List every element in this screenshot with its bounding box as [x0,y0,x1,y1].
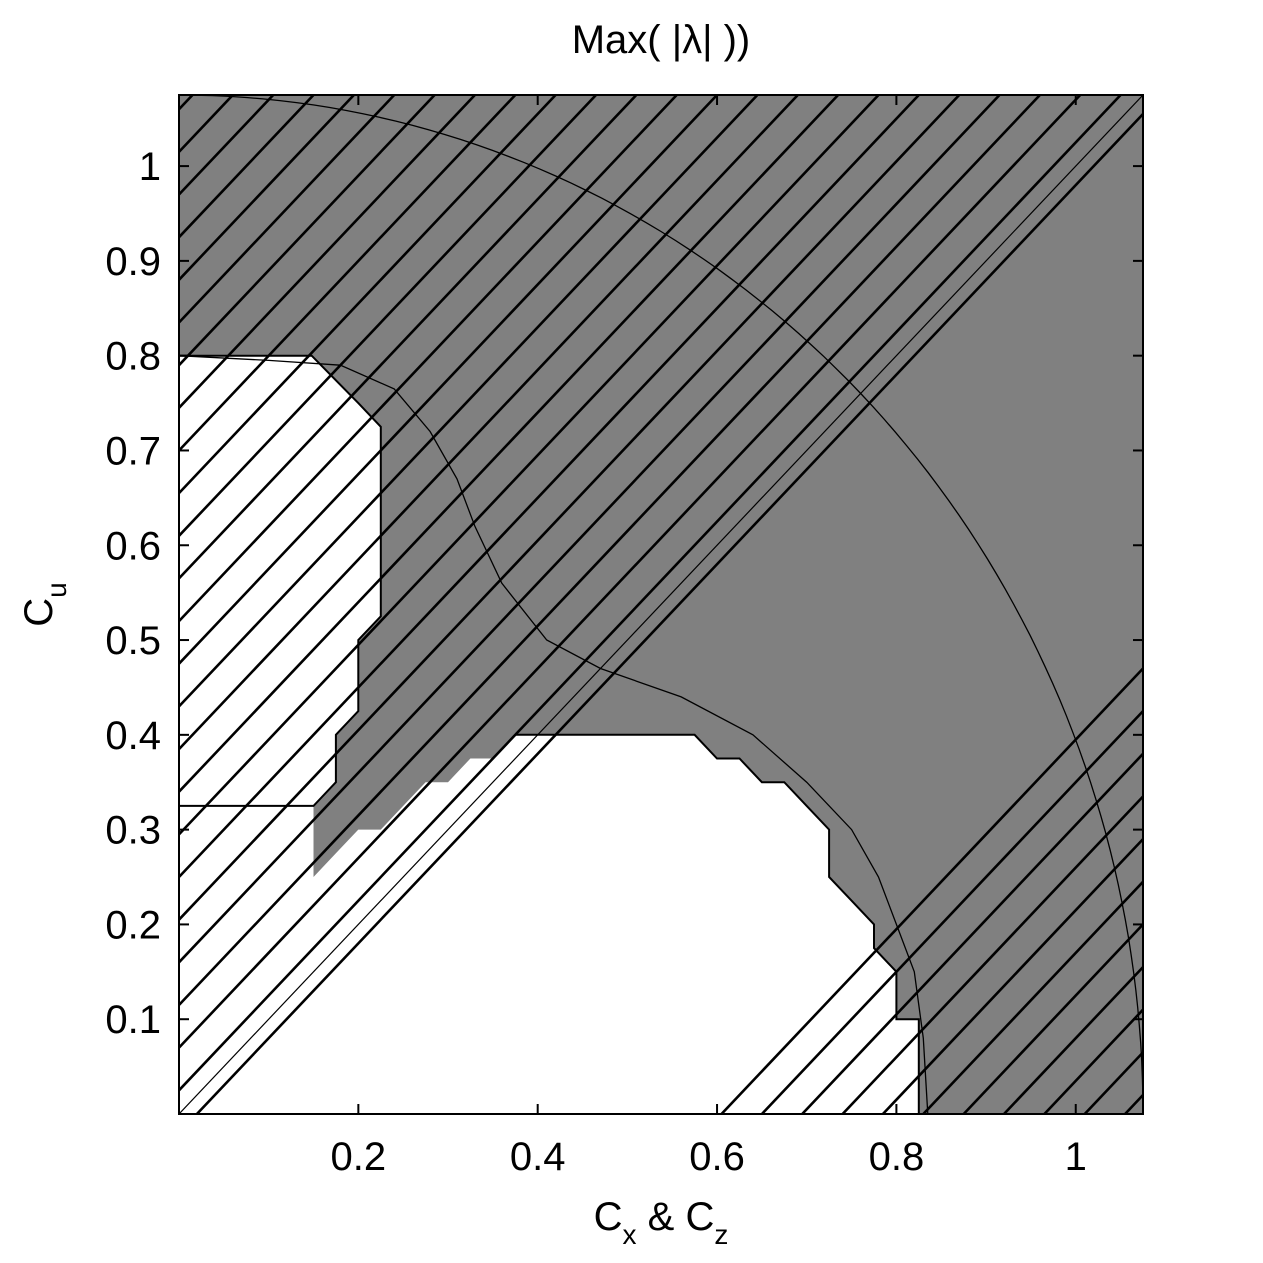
unshaded-region-bottom-outline [515,733,920,1114]
hatch-line [881,838,1143,1114]
chart-title: Max( |λ| )) [572,18,751,62]
hatch-lines [179,95,1143,1114]
x-axis: 0.2 0.4 0.6 0.8 1 [331,95,1087,1179]
hatch-line [179,95,1082,1049]
hatch-line [179,95,920,878]
hatch-line [179,95,678,622]
hatch-line [1043,1008,1143,1114]
hatch-line [179,95,880,836]
hatch-line [179,95,355,281]
hatch-line [179,95,396,324]
hatch-line [179,95,597,537]
hatch-line [922,880,1143,1114]
hatch-line [179,95,194,111]
hatch-line [720,667,1143,1114]
hatch-line [179,95,638,580]
hatch-line [1083,1051,1143,1114]
hatch-line [179,95,718,665]
hatch-line [179,95,1001,964]
unshaded-region-left [179,355,381,806]
diagonal-line [179,95,1143,1114]
hatch-line [760,710,1143,1114]
y-tick-label: 0.7 [105,429,161,473]
hatch-line [179,95,517,452]
x-tick-label: 0.2 [331,1135,387,1179]
y-tick-label: 0.4 [105,714,161,758]
hatch-line [1124,1094,1143,1114]
hatch-line [962,923,1143,1114]
hatch-line [179,95,557,494]
y-tick-label: 0.9 [105,240,161,284]
hatch-line [179,95,1122,1092]
hatch-line [841,795,1143,1114]
hatch-line [195,113,1143,1114]
hatch-line [179,95,1041,1006]
hatch-line [179,95,315,239]
y-tick-label: 0.1 [105,998,161,1042]
hatch-line [1003,966,1143,1114]
plot-area [179,95,1143,1114]
unshaded-region-bottom [179,734,919,1114]
y-tick-label: 0.5 [105,619,161,663]
hatch-line [179,95,234,153]
hatch-line [179,95,961,921]
y-tick-label: 0.6 [105,524,161,568]
hatch-line [179,95,275,196]
y-axis-label: Cu [17,582,72,626]
hatch-line [179,95,436,367]
outer-arc-curve [179,95,1143,1114]
x-tick-label: 0.4 [510,1135,566,1179]
x-tick-label: 1 [1065,1135,1087,1179]
y-tick-label: 0.3 [105,809,161,853]
inner-curve [179,355,929,1114]
hatch-line [179,95,840,793]
x-tick-label: 0.8 [869,1135,925,1179]
x-axis-label: Cx & Cz [594,1195,729,1250]
hatch-line [179,95,759,708]
axes-frame [178,94,1144,1115]
y-tick-label: 0.8 [105,335,161,379]
x-tick-label: 0.6 [689,1135,745,1179]
unshaded-region-left-outline [179,354,382,807]
y-axis: 0.1 0.2 0.3 0.4 0.5 0.6 0.7 0.8 0.9 1 [105,145,1143,1042]
hatch-line [801,752,1143,1114]
hatch-line [179,95,799,750]
y-tick-label: 0.2 [105,903,161,947]
y-tick-label: 1 [139,145,161,189]
